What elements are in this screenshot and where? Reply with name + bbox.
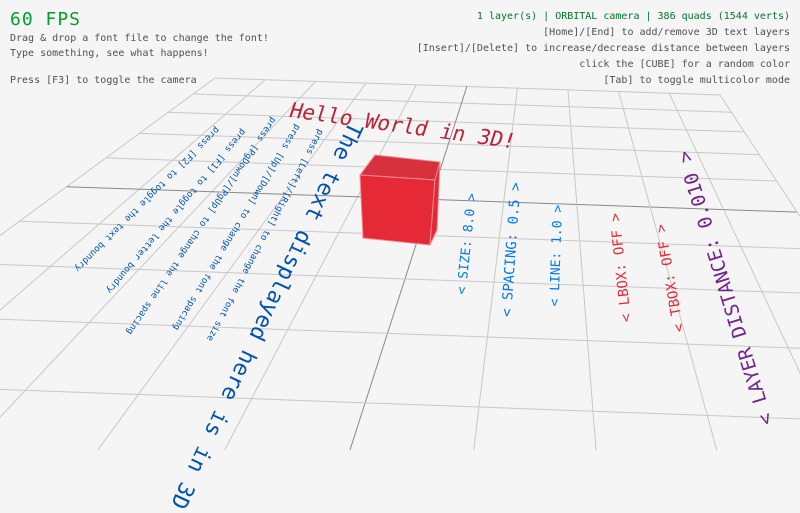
grid-line — [106, 157, 777, 182]
grid-line — [719, 94, 800, 218]
grid-line — [0, 264, 800, 294]
grid-line — [668, 93, 800, 375]
line-label[interactable]: < LINE: 1.0 > — [547, 204, 567, 307]
help-right: 1 layer(s) | ORBITAL camera | 386 quads … — [417, 9, 790, 89]
cube[interactable] — [355, 150, 445, 250]
help-left: Drag & drop a font file to change the fo… — [10, 33, 269, 87]
grid-line — [139, 132, 760, 156]
help-line: Type something, see what happens! — [10, 48, 209, 59]
grid-line — [0, 77, 216, 237]
grid-line — [473, 88, 518, 450]
help-line: Drag & drop a font file to change the fo… — [10, 33, 269, 44]
grid-line — [567, 89, 597, 450]
fps-counter: 60 FPS — [10, 9, 82, 30]
grid-line — [224, 84, 417, 450]
grid-line — [168, 111, 745, 133]
grid-line — [349, 86, 468, 450]
cube-front — [359, 174, 436, 246]
grid-line — [97, 82, 367, 450]
help-line: [Home]/[End] to add/remove 3D text layer… — [543, 27, 790, 38]
grid-line — [193, 93, 732, 113]
grid-line — [0, 388, 800, 420]
help-line: Press [F3] to toggle the camera — [10, 75, 197, 86]
help-line: [Tab] to toggle multicolor mode — [603, 75, 790, 86]
grid-line — [0, 79, 266, 311]
help-line: click the [CUBE] for a random color — [579, 59, 790, 70]
grid-line — [214, 77, 721, 96]
grid-line — [0, 81, 316, 419]
status-line: 1 layer(s) | ORBITAL camera | 386 quads … — [476, 11, 790, 22]
cube-side — [429, 161, 441, 246]
grid-line — [618, 91, 718, 450]
grid-line — [0, 318, 800, 349]
help-line: [Insert]/[Delete] to increase/decrease d… — [416, 43, 790, 54]
